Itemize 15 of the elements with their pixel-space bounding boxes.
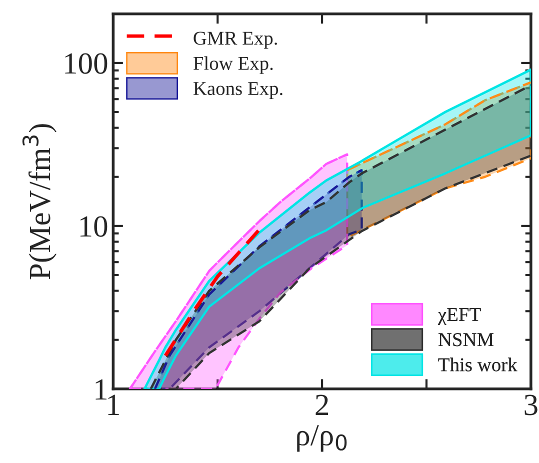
x-tick-label: 2 xyxy=(316,394,328,415)
x-tick-label: 3 xyxy=(524,394,538,416)
legend-label: GMR Exp. xyxy=(194,32,277,49)
line-series xyxy=(346,81,531,172)
y-tick-label: 1 xyxy=(96,379,106,400)
legend-label: χEFT xyxy=(438,308,481,326)
y-tick-label: 10 xyxy=(80,216,108,237)
y-axis-title: P(MeV/fm$^{3}$) xyxy=(22,124,56,280)
legend-label: Flow Exp. xyxy=(193,56,273,74)
legend-label: This work xyxy=(438,358,518,372)
x-axis-title: ρ/ρ$_{0}$ xyxy=(297,425,347,452)
line-series xyxy=(164,228,262,358)
legend-label: Kaons Exp. xyxy=(193,82,282,100)
y-tick-label: 100 xyxy=(65,53,108,74)
legend-label: NSNM xyxy=(438,333,494,346)
